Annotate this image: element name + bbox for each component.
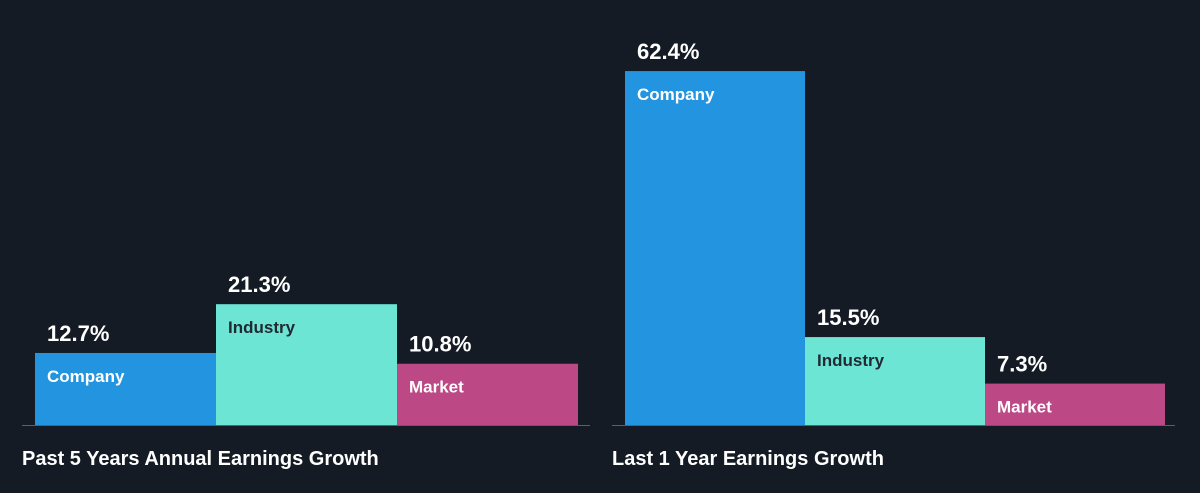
value-label-market: 7.3%	[997, 352, 1047, 377]
value-label-company: 12.7%	[47, 321, 109, 346]
chart-panel-2: 62.4% Company 15.5% Industry 7.3% Market Last …	[612, 39, 1175, 470]
category-label-market: Market	[997, 398, 1052, 417]
category-label-industry: Industry	[228, 318, 296, 337]
bar-company	[35, 352, 216, 425]
bar-industry	[216, 304, 397, 425]
chart-panel-1: 12.7% Company 21.3% Industry 10.8% Market Past…	[22, 272, 590, 470]
category-label-industry: Industry	[817, 351, 885, 370]
chart-title: Last 1 Year Earnings Growth	[612, 448, 884, 470]
bar-company	[625, 71, 805, 425]
bar-market	[397, 363, 578, 425]
bar-industry	[805, 337, 985, 425]
value-label-industry: 21.3%	[228, 272, 290, 297]
value-label-industry: 15.5%	[817, 305, 879, 330]
category-label-company: Company	[637, 85, 715, 104]
bar-market	[985, 383, 1165, 425]
value-label-market: 10.8%	[409, 332, 471, 357]
category-label-market: Market	[409, 378, 464, 397]
value-label-company: 62.4%	[637, 39, 699, 64]
category-label-company: Company	[47, 367, 125, 386]
chart-title: Past 5 Years Annual Earnings Growth	[22, 448, 379, 470]
